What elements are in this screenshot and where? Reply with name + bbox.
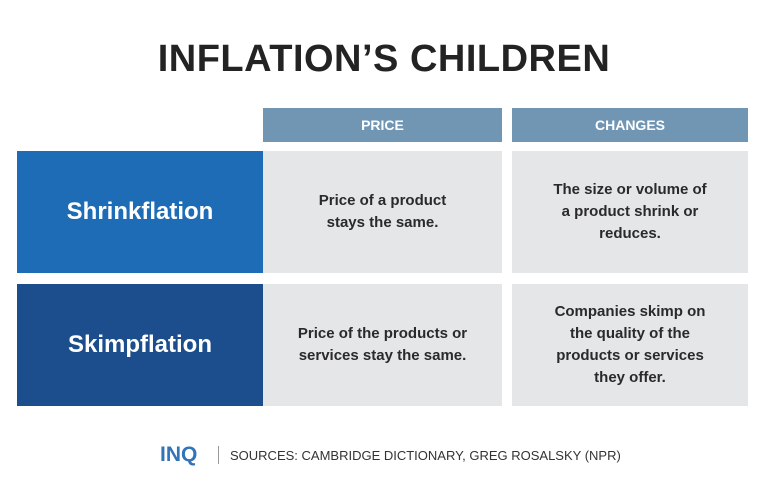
column-header: PRICE <box>263 108 502 142</box>
row-label: Shrinkflation <box>17 151 263 273</box>
logo: INQ <box>160 443 198 466</box>
sources: SOURCES: CAMBRIDGE DICTIONARY, GREG ROSA… <box>230 447 621 463</box>
cell: The size or volume of a product shrink o… <box>512 151 748 273</box>
column-header: CHANGES <box>512 108 748 142</box>
cell: Price of the products or services stay t… <box>263 284 502 406</box>
cell: Companies skimp on the quality of the pr… <box>512 284 748 406</box>
cell: Price of a product stays the same. <box>263 151 502 273</box>
row-label: Skimpflation <box>17 284 263 406</box>
title: INFLATION’S CHILDREN <box>157 37 611 80</box>
separator <box>218 446 219 464</box>
